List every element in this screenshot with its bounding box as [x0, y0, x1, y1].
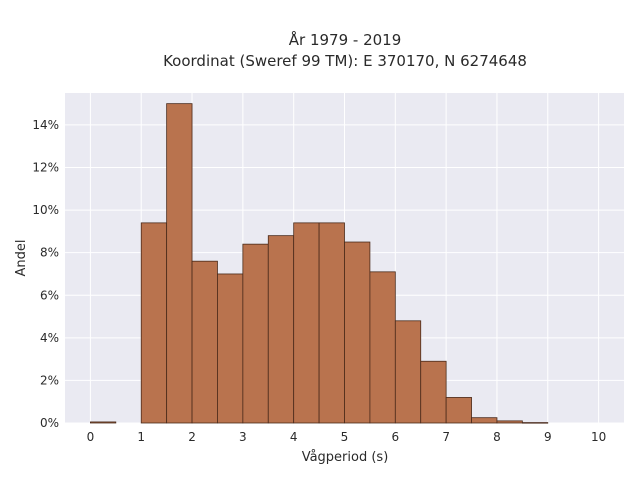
histogram-bar [369, 271, 396, 424]
histogram-bar [521, 422, 549, 424]
histogram-bar [140, 222, 168, 424]
x-tick-label: 1 [137, 430, 145, 444]
histogram-bar [267, 235, 295, 424]
y-axis-label: Andel [14, 240, 29, 277]
histogram-bar [471, 417, 498, 424]
x-tick-label: 8 [493, 430, 501, 444]
x-axis-label: Vågperiod (s) [302, 450, 389, 465]
histogram-bar [344, 241, 371, 424]
x-tick-label: 0 [87, 430, 95, 444]
histogram-bar [420, 360, 447, 424]
chart-title-line1: År 1979 - 2019 [289, 30, 402, 49]
histogram-bar [166, 103, 193, 424]
histogram-bar [90, 421, 117, 424]
y-tick-label: 8% [40, 246, 59, 260]
histogram-bars [90, 103, 549, 424]
histogram-bar [445, 397, 472, 424]
y-tick-label: 12% [32, 161, 59, 175]
y-tick-label: 4% [40, 331, 59, 345]
x-tick-label: 9 [544, 430, 552, 444]
x-tick-label: 6 [391, 430, 399, 444]
x-tick-label: 4 [290, 430, 298, 444]
y-tick-label: 10% [32, 203, 59, 217]
histogram-bar [496, 420, 523, 424]
x-tick-label: 7 [442, 430, 450, 444]
histogram-bar [318, 222, 345, 424]
histogram-bar [394, 320, 422, 424]
histogram-bar [217, 273, 244, 424]
x-axis-ticks: 0 1 2 3 4 5 6 7 8 9 10 [87, 430, 607, 444]
y-axis-ticks: 0% 2% 4% 6% 8% 10% 12% 14% [32, 118, 59, 430]
x-tick-label: 5 [341, 430, 349, 444]
x-tick-label: 3 [239, 430, 247, 444]
y-tick-label: 2% [40, 373, 59, 387]
y-tick-label: 0% [40, 416, 59, 430]
chart-title-line2: Koordinat (Sweref 99 TM): E 370170, N 62… [163, 52, 527, 70]
x-tick-label: 10 [591, 430, 606, 444]
x-tick-label: 2 [188, 430, 196, 444]
histogram-bar [191, 260, 218, 424]
y-tick-label: 14% [32, 118, 59, 132]
histogram-bar [293, 222, 320, 424]
histogram-bar [242, 243, 269, 424]
y-tick-label: 6% [40, 288, 59, 302]
